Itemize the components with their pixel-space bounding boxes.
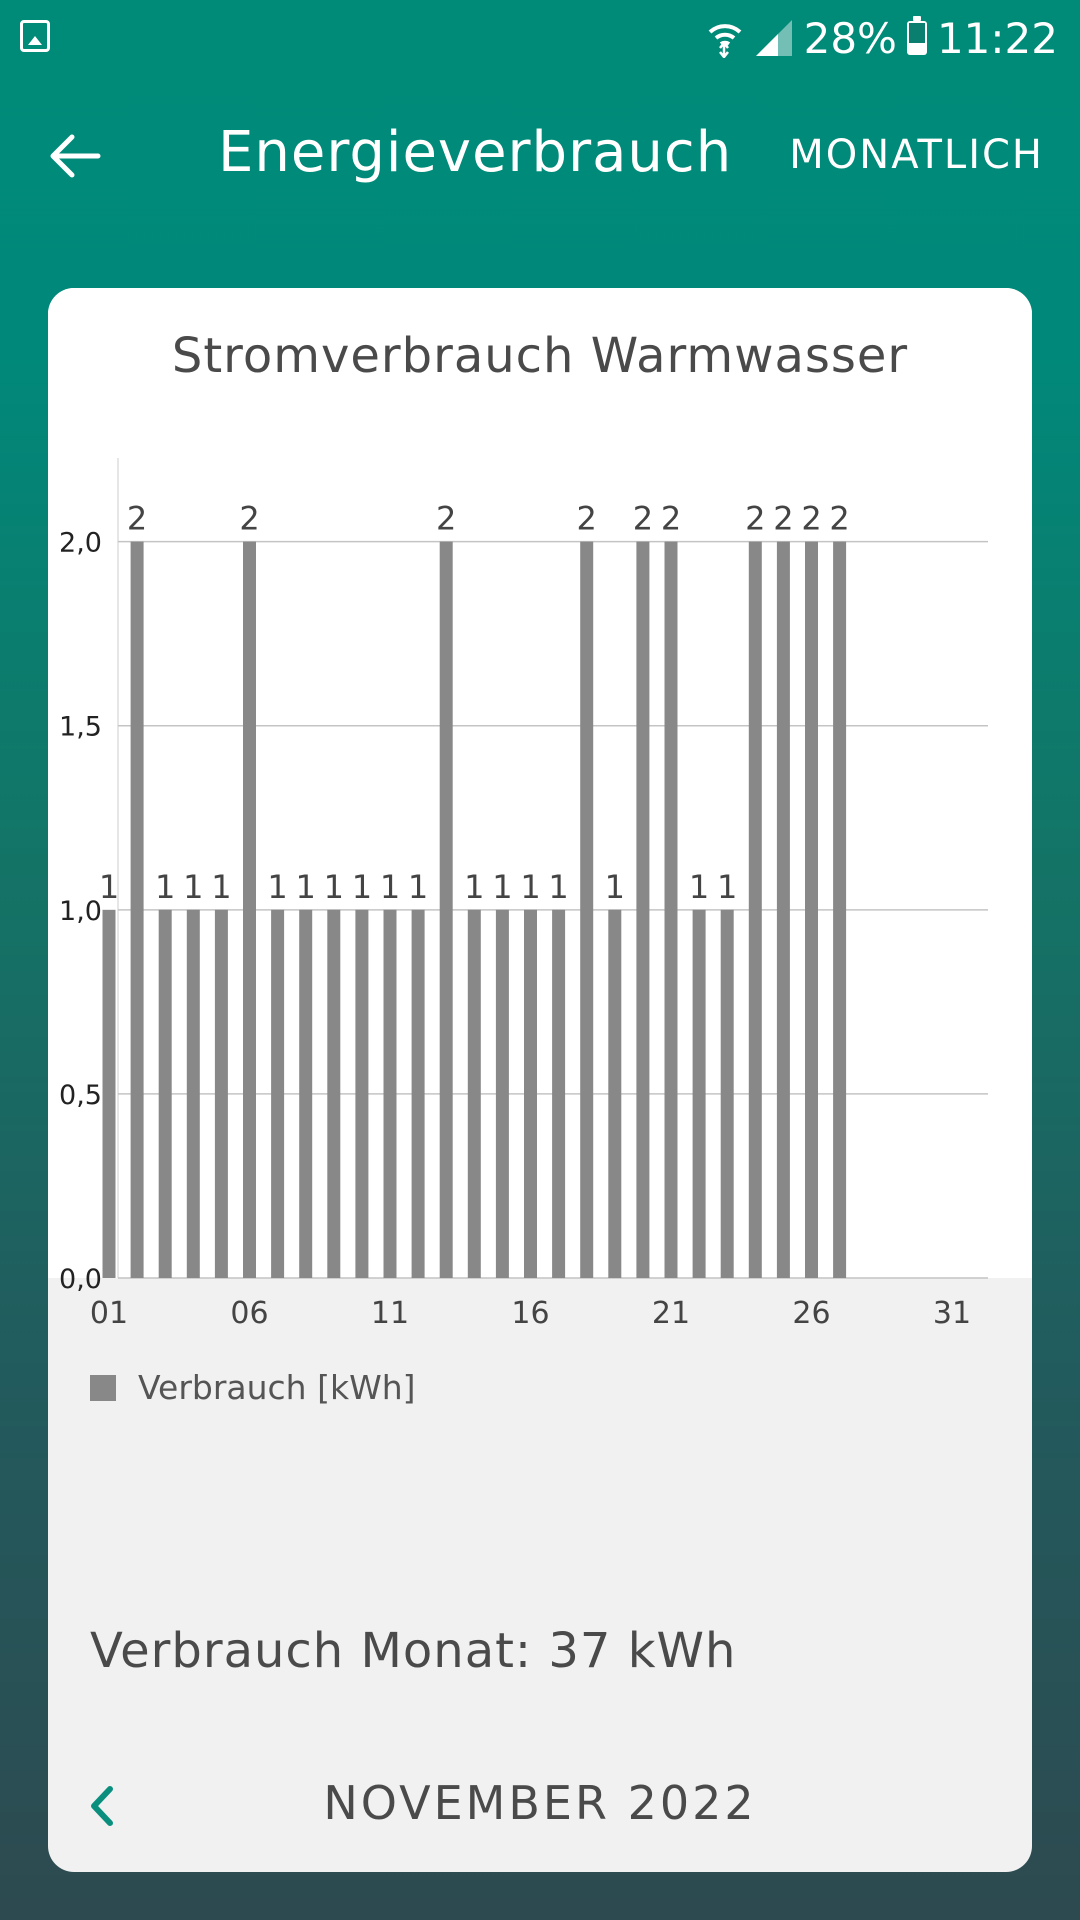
bar (186, 909, 200, 1278)
y-tick-label: 1,5 (59, 712, 102, 743)
app-bar: Energieverbrauch MONATLICH (0, 76, 1080, 236)
bar-value-label: 1 (352, 868, 372, 906)
status-bar: 28% 11:22 (0, 0, 1080, 76)
bar-value-label: 1 (492, 868, 512, 906)
bar (776, 541, 790, 1278)
bar-value-label: 1 (605, 868, 625, 906)
month-label: NOVEMBER 2022 (323, 1776, 757, 1830)
period-navigation: NOVEMBER 2022 (48, 1766, 1032, 1846)
bar-value-label: 1 (211, 868, 231, 906)
bar (411, 909, 425, 1278)
bar-value-label: 1 (408, 868, 428, 906)
status-icons: 28% 11:22 (706, 12, 1058, 64)
x-tick-label: 31 (933, 1296, 971, 1331)
bar (664, 541, 678, 1278)
legend-label: Verbrauch [kWh] (138, 1368, 416, 1407)
x-tick-label: 06 (230, 1296, 268, 1331)
bar (214, 909, 228, 1278)
bar (271, 909, 285, 1278)
bar (299, 909, 313, 1278)
bar (327, 909, 341, 1278)
bar-value-label: 1 (99, 868, 119, 906)
arrow-left-icon (50, 134, 101, 178)
bar-value-label: 2 (773, 500, 793, 538)
x-tick-label: 01 (90, 1296, 128, 1331)
legend-swatch (90, 1374, 116, 1401)
bar (692, 909, 706, 1278)
gallery-notification-icon (20, 20, 50, 52)
bar-value-label: 2 (127, 500, 147, 538)
y-tick-label: 0,5 (59, 1080, 102, 1111)
chart-area (48, 288, 1032, 1278)
bar (355, 909, 369, 1278)
bar-value-label: 1 (464, 868, 484, 906)
clock: 11:22 (936, 13, 1058, 63)
bar-value-label: 2 (745, 500, 765, 538)
wifi-icon (708, 24, 741, 58)
chevron-left-icon (91, 1786, 113, 1826)
bar (383, 909, 397, 1278)
bar (608, 909, 622, 1278)
bar-value-label: 1 (155, 868, 175, 906)
bar (102, 909, 116, 1278)
x-tick-label: 11 (371, 1296, 409, 1331)
bar-value-label: 1 (324, 868, 344, 906)
bar (833, 541, 847, 1278)
bar-value-label: 1 (717, 868, 737, 906)
bar-value-label: 1 (380, 868, 400, 906)
bar-value-label: 2 (829, 500, 849, 538)
bar (748, 541, 762, 1278)
y-tick-label: 2,0 (59, 528, 102, 559)
bar (158, 909, 172, 1278)
bar-value-label: 2 (577, 500, 597, 538)
back-button[interactable] (30, 116, 120, 196)
bar (580, 541, 594, 1278)
bar (243, 541, 256, 1278)
bar (467, 909, 481, 1278)
previous-month-button[interactable] (76, 1776, 126, 1836)
signal-icon (755, 20, 792, 56)
bar (636, 541, 650, 1278)
bar-value-label: 1 (520, 868, 540, 906)
bar (552, 909, 566, 1278)
y-tick-label: 1,0 (59, 896, 102, 927)
bar-value-label: 2 (633, 500, 653, 538)
bar (439, 541, 453, 1278)
bar-value-label: 2 (436, 500, 456, 538)
period-mode-button[interactable]: MONATLICH (789, 132, 1044, 178)
bar-value-label: 2 (239, 500, 259, 538)
x-tick-label: 16 (511, 1296, 549, 1331)
bar (524, 909, 537, 1278)
battery-percentage: 28% (803, 13, 897, 63)
chart-title: Stromverbrauch Warmwasser (171, 328, 909, 384)
consumption-card: Stromverbrauch Warmwasser 0,0 0,5 1,0 1,5 2,… (48, 288, 1032, 1872)
bar-value-label: 1 (183, 868, 203, 906)
bar-value-label: 2 (661, 500, 681, 538)
battery-icon (906, 16, 927, 55)
x-tick-label: 26 (792, 1296, 830, 1331)
bar-value-label: 1 (689, 868, 709, 906)
page-title: Energieverbrauch (218, 120, 733, 185)
bar (130, 541, 144, 1278)
chart-legend: Verbrauch [kWh] (90, 1368, 416, 1407)
x-tick-label: 21 (652, 1296, 690, 1331)
bar (805, 541, 818, 1278)
bar-value-label: 1 (267, 868, 287, 906)
bar-value-label: 2 (801, 500, 821, 538)
bar-value-label: 1 (548, 868, 568, 906)
monthly-total: Verbrauch Monat: 37 kWh (90, 1623, 737, 1679)
y-tick-label: 0,0 (59, 1264, 102, 1295)
bar (720, 909, 734, 1278)
bar (495, 909, 509, 1278)
bar-value-label: 1 (296, 868, 316, 906)
